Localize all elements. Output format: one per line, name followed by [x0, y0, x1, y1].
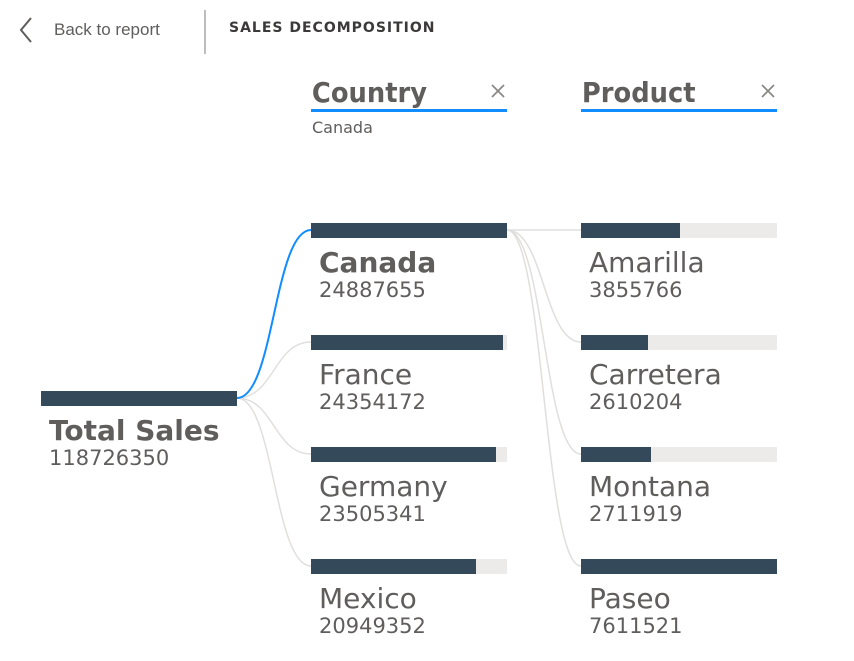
node-value: 3855766	[589, 278, 683, 302]
close-icon[interactable]	[759, 82, 777, 100]
bar-fill	[581, 559, 777, 574]
level-underline-country	[311, 109, 507, 112]
node-label: Montana	[589, 470, 712, 503]
back-to-report-button[interactable]: Back to report	[18, 14, 160, 46]
level-header-country: Country Canada	[311, 78, 507, 137]
node-value: 24354172	[319, 390, 426, 414]
link-country-product	[506, 229, 582, 567]
link-root-country	[236, 397, 312, 567]
chevron-left-icon	[18, 16, 34, 44]
close-icon[interactable]	[489, 82, 507, 100]
node-value: 118726350	[49, 446, 170, 470]
link-country-product	[506, 229, 582, 343]
node-label: Germany	[319, 470, 448, 503]
level-header-product: Product	[581, 78, 777, 112]
product-node-carretera[interactable]: Carretera 2610204	[581, 335, 777, 414]
node-label: Total Sales	[49, 414, 220, 447]
product-node-paseo[interactable]: Paseo 7611521	[581, 559, 777, 638]
country-node-france[interactable]: France 24354172	[311, 335, 507, 414]
country-node-mexico[interactable]: Mexico 20949352	[311, 559, 507, 638]
node-value: 24887655	[319, 278, 426, 302]
bar-track	[41, 391, 237, 406]
country-node-canada[interactable]: Canada 24887655	[311, 223, 507, 302]
level-title-product: Product	[581, 76, 696, 109]
node-label: Mexico	[319, 582, 417, 615]
node-value: 20949352	[319, 614, 426, 638]
bar-fill	[581, 335, 649, 350]
bar-fill	[581, 447, 651, 462]
bar-fill	[41, 391, 237, 406]
level-selected-country: Canada	[312, 118, 373, 137]
bar-fill	[311, 223, 507, 238]
node-label: France	[319, 358, 413, 391]
product-node-montana[interactable]: Montana 2711919	[581, 447, 777, 526]
node-value: 2610204	[589, 390, 683, 414]
bar-track	[311, 447, 507, 462]
node-value: 7611521	[589, 614, 683, 638]
bar-fill	[581, 223, 681, 238]
bar-track	[581, 335, 777, 350]
level-title-country: Country	[311, 76, 428, 109]
root-node-total-sales[interactable]: Total Sales 118726350	[41, 391, 237, 470]
bar-fill	[311, 335, 503, 350]
bar-track	[581, 223, 777, 238]
bar-fill	[311, 447, 497, 462]
header-divider	[204, 10, 206, 54]
node-label: Canada	[319, 246, 437, 279]
link-country-product	[506, 229, 582, 455]
node-value: 23505341	[319, 502, 426, 526]
back-to-report-label: Back to report	[54, 20, 160, 39]
bar-track	[311, 559, 507, 574]
node-label: Amarilla	[589, 246, 705, 279]
node-label: Paseo	[589, 582, 671, 615]
bar-track	[581, 559, 777, 574]
level-underline-product	[581, 109, 777, 112]
product-node-amarilla[interactable]: Amarilla 3855766	[581, 223, 777, 302]
link-root-country	[236, 341, 312, 399]
link-root-country-selected	[236, 229, 312, 399]
bar-track	[581, 447, 777, 462]
node-value: 2711919	[589, 502, 683, 526]
bar-track	[311, 335, 507, 350]
link-root-country	[236, 397, 312, 455]
bar-track	[311, 223, 507, 238]
page-title: SALES DECOMPOSITION	[229, 20, 436, 36]
bar-fill	[311, 559, 476, 574]
node-label: Carretera	[589, 358, 722, 391]
country-node-germany[interactable]: Germany 23505341	[311, 447, 507, 526]
